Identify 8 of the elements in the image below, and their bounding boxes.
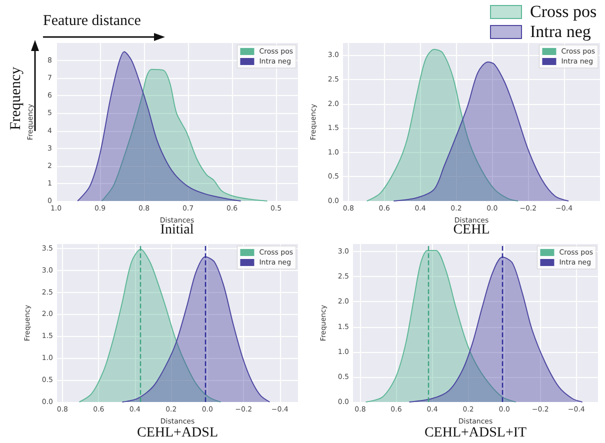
- text: Intra neg: [530, 22, 591, 41]
- text: Feature distance: [43, 13, 141, 30]
- text: Initial: [160, 222, 194, 238]
- text: Cross pos: [530, 2, 597, 21]
- text: CEHL+ADSL: [136, 426, 218, 440]
- text: CEHL: [453, 222, 490, 238]
- text: Frequency: [8, 66, 26, 130]
- text: CEHL+ADSL+IT: [424, 426, 527, 440]
